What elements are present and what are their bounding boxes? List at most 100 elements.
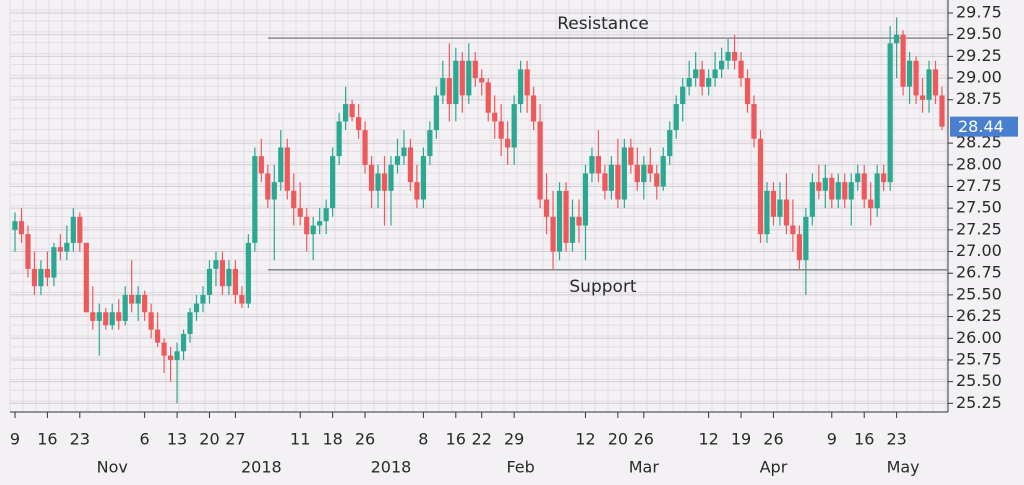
candle-body [401, 147, 407, 157]
candle-body [129, 294, 135, 304]
candle-body [887, 43, 893, 183]
candle-body [926, 69, 932, 100]
y-tick-label: 26.00 [956, 328, 1002, 347]
candle-body [511, 104, 517, 148]
candle-body [524, 69, 530, 96]
candle-body [427, 130, 433, 157]
candle-body [135, 294, 141, 304]
candle-body [200, 294, 206, 304]
level-label: Resistance [557, 14, 649, 34]
candle-body [116, 312, 122, 321]
candle-body [38, 268, 44, 287]
candle-body [232, 268, 239, 295]
candle-body [842, 182, 848, 200]
candle-body [368, 164, 375, 191]
candle-body [317, 221, 323, 226]
y-tick-label: 26.25 [956, 306, 1002, 325]
candle-body [738, 60, 744, 79]
candle-body [297, 208, 303, 217]
candle-body [271, 182, 277, 200]
level-label: Support [569, 277, 637, 297]
candle-body [777, 199, 783, 217]
candle-body [731, 52, 738, 61]
candle-body [96, 312, 102, 321]
candle-body [712, 69, 718, 79]
candle-body [355, 117, 362, 131]
candle-body [77, 216, 83, 243]
candle-body [855, 173, 861, 183]
candle-body [284, 147, 290, 191]
candle-body [479, 78, 485, 83]
candle-body [187, 312, 193, 334]
candle-body [582, 173, 589, 226]
candle-body [459, 60, 465, 96]
candle-body [51, 247, 57, 278]
x-period-label: Nov [97, 458, 128, 477]
x-tick-label: 23 [70, 430, 90, 449]
candle-body [563, 190, 569, 243]
y-tick-label: 25.25 [956, 393, 1002, 412]
candle-body [641, 164, 647, 183]
candle-body [492, 112, 498, 122]
candle-body [764, 190, 770, 235]
candle-body [446, 78, 452, 105]
candle-body [310, 225, 316, 235]
candle-body [686, 78, 692, 87]
candle-body [414, 182, 420, 200]
x-tick-label: 26 [634, 430, 654, 449]
x-tick-label: 22 [472, 430, 492, 449]
candle-body [12, 221, 18, 230]
x-tick-label: 16 [446, 430, 466, 449]
candle-body [608, 164, 614, 191]
y-tick-label: 29.50 [956, 24, 1002, 43]
candle-body [278, 147, 284, 183]
y-tick-label: 29.25 [956, 46, 1002, 65]
candle-body [628, 147, 634, 165]
candle-body [25, 234, 31, 269]
candle-body [881, 173, 887, 183]
candle-body [142, 294, 148, 313]
candle-body [336, 121, 342, 157]
candle-body [647, 164, 653, 174]
candle-body [206, 268, 213, 295]
candle-body [44, 268, 51, 278]
candle-body [829, 177, 835, 200]
candle-body [667, 130, 673, 157]
x-tick-label: 20 [608, 430, 628, 449]
candle-body [258, 156, 264, 174]
candle-body [874, 173, 880, 209]
candle-body [304, 216, 310, 235]
candle-body [796, 234, 802, 261]
x-period-label: 2018 [241, 458, 282, 477]
candle-body [239, 294, 245, 304]
candle-body [466, 60, 472, 96]
candle-body [634, 164, 640, 183]
candle-body [868, 199, 874, 209]
x-tick-label: 13 [167, 430, 187, 449]
candle-body [83, 242, 89, 313]
candle-body [900, 34, 906, 87]
candle-body [167, 355, 174, 360]
candle-body [349, 104, 355, 118]
x-tick-label: 27 [225, 430, 245, 449]
candle-body [498, 121, 504, 139]
candle-body [18, 221, 25, 235]
candle-body [706, 78, 712, 87]
candle-body [939, 95, 945, 127]
candle-body [213, 260, 219, 269]
candle-body [343, 104, 349, 122]
candle-body [472, 60, 478, 79]
y-tick-label: 28.25 [956, 133, 1002, 152]
x-period-label: May [887, 458, 920, 477]
candle-body [803, 216, 809, 261]
candle-body [180, 333, 187, 352]
candle-body [894, 34, 900, 44]
y-tick-label: 28.00 [956, 154, 1002, 173]
candle-body [576, 216, 582, 226]
y-tick-label: 27.75 [956, 176, 1002, 195]
y-tick-label: 25.75 [956, 349, 1002, 368]
x-tick-label: 6 [140, 430, 150, 449]
candle-body [323, 208, 329, 222]
candle-body [362, 130, 368, 165]
